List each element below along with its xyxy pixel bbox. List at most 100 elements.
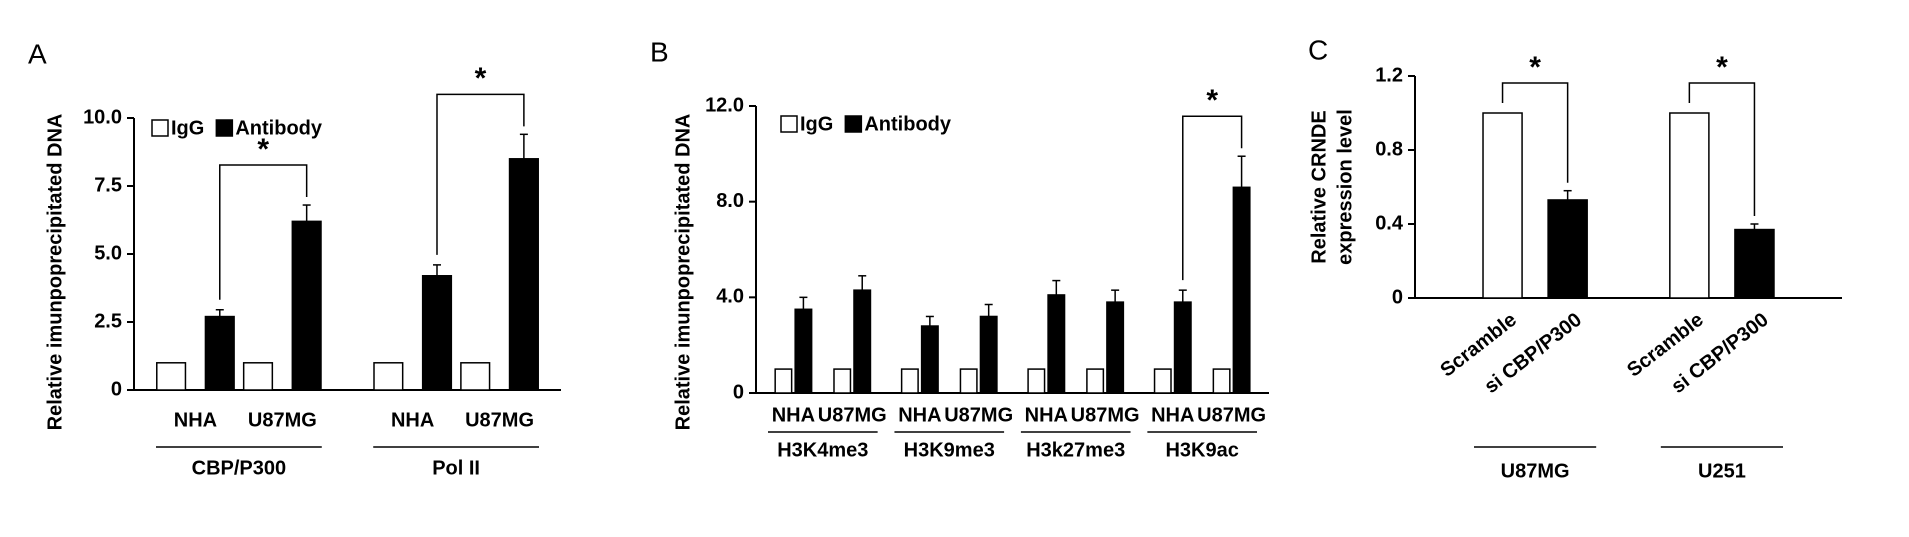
y-axis-label: Relative CRNDE	[1308, 110, 1330, 263]
y-tick-label: 7.5	[94, 174, 122, 196]
x-tick-label: U87MG	[944, 404, 1013, 426]
legend-label: Antibody	[235, 117, 323, 139]
y-tick-label: 8.0	[716, 190, 744, 212]
legend-swatch	[844, 115, 863, 133]
panel-label: C	[1308, 34, 1328, 65]
y-tick-label: 12.0	[705, 94, 744, 116]
bar	[1547, 199, 1588, 299]
significance-label: *	[1716, 51, 1728, 84]
error-bar	[925, 315, 934, 327]
bar	[1482, 112, 1523, 299]
error-bar	[1178, 289, 1187, 303]
x-tick-label: NHA	[772, 404, 815, 426]
y-tick-label: 0	[111, 378, 122, 400]
significance-bracket	[436, 93, 525, 255]
y-tick-label: 0.4	[1375, 212, 1404, 234]
bar	[1027, 368, 1046, 394]
significance-bracket	[1182, 115, 1243, 281]
significance-label: *	[1206, 84, 1218, 117]
group-label: H3K9ac	[1165, 439, 1238, 461]
x-tick-label: U87MG	[248, 409, 317, 431]
x-tick-label: NHA	[1025, 404, 1068, 426]
error-bar	[1111, 289, 1120, 303]
x-tick-label: U87MG	[818, 404, 887, 426]
bar	[774, 368, 793, 394]
bar	[833, 368, 852, 394]
legend-swatch	[780, 115, 798, 133]
bar	[979, 315, 998, 394]
group-label: U251	[1698, 460, 1746, 482]
bar	[1047, 294, 1066, 394]
bar	[853, 289, 872, 394]
bar	[1106, 301, 1125, 394]
y-tick-label: 2.5	[94, 310, 122, 332]
x-tick-label: U87MG	[1197, 404, 1266, 426]
error-bar	[302, 204, 311, 222]
y-tick-label: 5.0	[94, 242, 122, 264]
bar	[1669, 112, 1710, 299]
group-label: CBP/P300	[192, 457, 287, 479]
bar	[204, 315, 235, 391]
bar	[794, 308, 813, 394]
significance-label: *	[475, 62, 487, 95]
error-bar	[984, 303, 993, 317]
x-tick-label: U87MG	[1071, 404, 1140, 426]
x-tick-label: NHA	[1151, 404, 1194, 426]
legend-label: Antibody	[864, 113, 952, 135]
error-bar	[1052, 279, 1061, 295]
x-tick-label: NHA	[391, 409, 434, 431]
significance-label: *	[257, 133, 269, 166]
bar	[1086, 368, 1105, 394]
bar	[1173, 301, 1192, 394]
legend-label: IgG	[800, 113, 833, 135]
panel-label: B	[650, 36, 669, 67]
significance-bracket	[1688, 82, 1756, 216]
significance-label: *	[1529, 51, 1541, 84]
bar	[421, 275, 453, 391]
y-axis-label: Relative imunpoprecipitated DNA	[44, 114, 66, 431]
y-axis-label: expression level	[1334, 109, 1356, 265]
y-tick-label: 4.0	[716, 286, 744, 308]
bar	[242, 362, 274, 391]
bar	[508, 158, 539, 391]
bar	[460, 362, 491, 391]
bar	[920, 325, 939, 394]
error-bar	[858, 275, 867, 291]
group-label: H3K4me3	[777, 439, 868, 461]
legend-swatch	[151, 119, 169, 137]
significance-bracket	[1501, 82, 1569, 183]
panel-label: A	[28, 38, 47, 69]
x-tick-label: NHA	[174, 409, 217, 431]
bar	[900, 368, 919, 394]
x-tick-label: NHA	[898, 404, 941, 426]
error-bar	[1750, 223, 1759, 230]
error-bar	[799, 296, 808, 310]
error-bar	[1563, 189, 1572, 200]
bar	[1212, 368, 1231, 394]
y-tick-label: 0.8	[1375, 138, 1403, 160]
error-bar	[519, 133, 528, 159]
group-label: H3K9me3	[904, 439, 995, 461]
bar	[373, 362, 404, 391]
bar	[959, 368, 978, 394]
error-bar	[215, 309, 224, 317]
y-tick-label: 0	[1392, 286, 1403, 308]
bar	[291, 220, 322, 391]
legend-label: IgG	[171, 117, 204, 139]
bar	[1232, 186, 1251, 394]
y-tick-label: 0	[733, 381, 744, 403]
group-label: U87MG	[1501, 460, 1570, 482]
bar	[156, 362, 187, 391]
y-tick-label: 10.0	[83, 106, 122, 128]
group-label: H3k27me3	[1026, 439, 1125, 461]
error-bar	[1237, 155, 1246, 188]
group-label: Pol II	[432, 457, 480, 479]
y-axis-label: Relative imunpoprecipitated DNA	[672, 114, 694, 431]
legend-swatch	[215, 119, 234, 137]
bar	[1734, 228, 1775, 299]
significance-bracket	[219, 164, 308, 300]
x-tick-label: U87MG	[465, 409, 534, 431]
error-bar	[432, 264, 441, 276]
bar	[1153, 368, 1172, 394]
